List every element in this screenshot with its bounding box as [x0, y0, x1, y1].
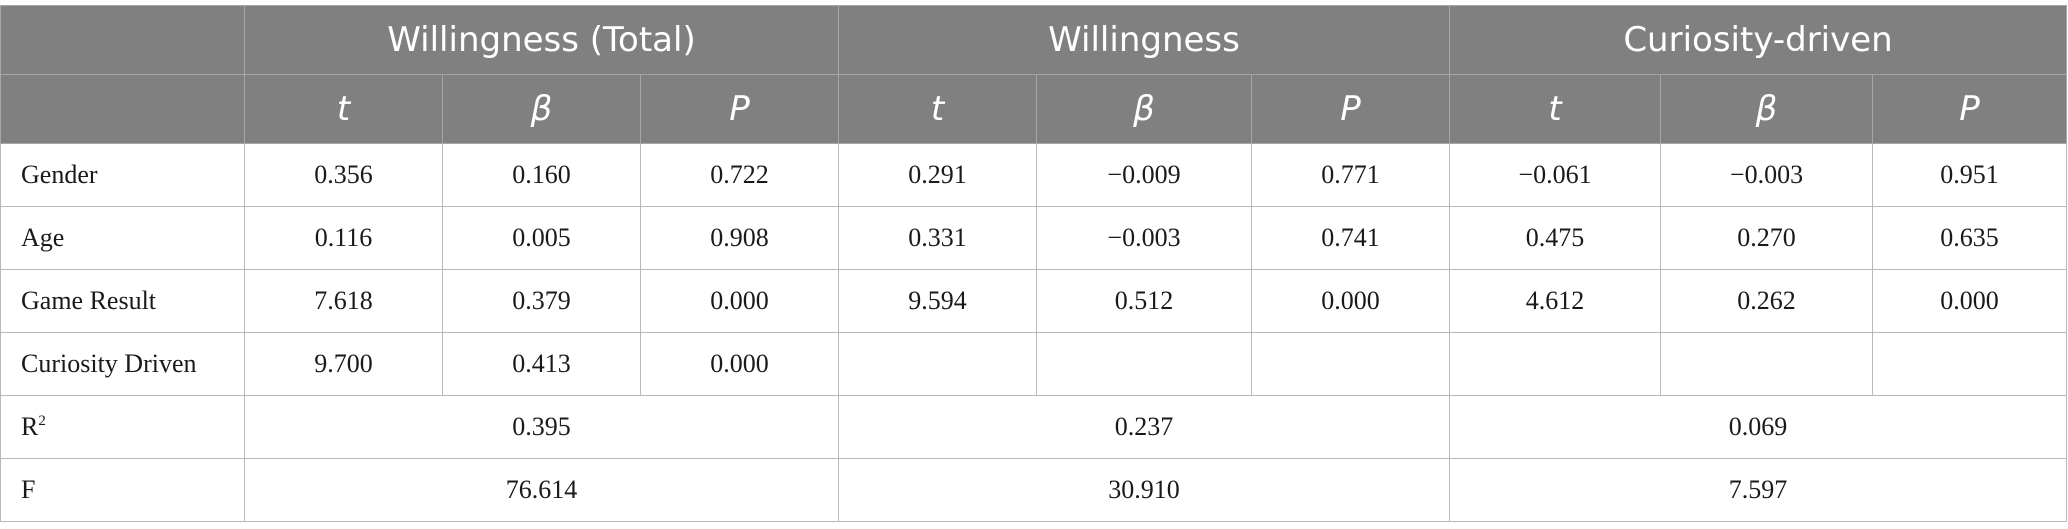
row-label-f: F: [0, 458, 245, 522]
cell: 0.160: [442, 143, 641, 207]
cell: 0.908: [640, 206, 839, 270]
subheader-beta: β: [442, 74, 641, 144]
cell: 0.771: [1250, 143, 1451, 207]
cell: −0.003: [1660, 143, 1874, 207]
cell: 0.413: [442, 332, 641, 396]
cell: −0.009: [1036, 143, 1252, 207]
subheader-t: t: [244, 74, 443, 144]
cell: 0.635: [1872, 206, 2068, 270]
row-label: Gender: [0, 143, 245, 207]
r-squared-label: R: [21, 412, 39, 441]
subheader-beta: β: [1660, 74, 1874, 144]
cell: 0.741: [1250, 206, 1451, 270]
r-squared-willingness-total: 0.395: [244, 395, 839, 459]
cell: 0.722: [640, 143, 839, 207]
cell: [838, 332, 1037, 396]
r-squared-row: R2 0.395 0.237 0.069: [0, 395, 2068, 459]
f-willingness-total: 76.614: [244, 458, 839, 522]
row-label: Curiosity Driven: [0, 332, 245, 396]
group-header-row: Willingness (Total) Willingness Curiosit…: [0, 5, 2068, 75]
cell: −0.061: [1449, 143, 1662, 207]
group-header-curiosity-driven: Curiosity-driven: [1449, 5, 2068, 75]
r-squared-superscript: 2: [38, 413, 46, 429]
subheader-row: t β P t β P t β P: [0, 74, 2068, 144]
subheader-t: t: [1449, 74, 1662, 144]
f-willingness: 30.910: [837, 458, 1451, 522]
cell: 0.262: [1660, 269, 1874, 333]
cell: 0.331: [838, 206, 1037, 270]
cell: 7.618: [244, 269, 443, 333]
cell: −0.003: [1036, 206, 1252, 270]
cell: 0.116: [244, 206, 443, 270]
cell: 0.000: [640, 269, 839, 333]
f-curiosity-driven: 7.597: [1449, 458, 2068, 522]
cell: 0.000: [1250, 269, 1451, 333]
cell: 4.612: [1449, 269, 1662, 333]
cell: [1660, 332, 1874, 396]
cell: 9.700: [244, 332, 443, 396]
cell: 0.291: [838, 143, 1037, 207]
cell: 0.379: [442, 269, 641, 333]
subheader-p: P: [640, 74, 839, 144]
cell: 0.270: [1660, 206, 1874, 270]
row-label: Age: [0, 206, 245, 270]
cell: 0.000: [1872, 269, 2068, 333]
subheader-p: P: [1250, 74, 1451, 144]
f-row: F 76.614 30.910 7.597: [0, 458, 2068, 522]
group-header-willingness-total: Willingness (Total): [244, 5, 839, 75]
subheader-t: t: [838, 74, 1037, 144]
row-label-r-squared: R2: [0, 395, 245, 459]
cell: 0.005: [442, 206, 641, 270]
table-row: Game Result 7.618 0.379 0.000 9.594 0.51…: [0, 269, 2068, 333]
subheader-p: P: [1872, 74, 2068, 144]
cell: 0.475: [1449, 206, 1662, 270]
cell: 9.594: [838, 269, 1037, 333]
table-row: Age 0.116 0.005 0.908 0.331 −0.003 0.741…: [0, 206, 2068, 270]
table-row: Curiosity Driven 9.700 0.413 0.000: [0, 332, 2068, 396]
corner-cell: [0, 74, 245, 144]
cell: 0.512: [1036, 269, 1252, 333]
table-row: Gender 0.356 0.160 0.722 0.291 −0.009 0.…: [0, 143, 2068, 207]
cell: [1250, 332, 1451, 396]
cell: 0.951: [1872, 143, 2068, 207]
row-label: Game Result: [0, 269, 245, 333]
group-header-willingness: Willingness: [837, 5, 1451, 75]
cell: [1449, 332, 1662, 396]
cell: [1036, 332, 1252, 396]
cell: [1872, 332, 2068, 396]
cell: 0.000: [640, 332, 839, 396]
corner-cell: [0, 5, 245, 75]
r-squared-willingness: 0.237: [837, 395, 1451, 459]
subheader-beta: β: [1036, 74, 1252, 144]
r-squared-curiosity-driven: 0.069: [1449, 395, 2068, 459]
cell: 0.356: [244, 143, 443, 207]
regression-table: Willingness (Total) Willingness Curiosit…: [0, 5, 2068, 522]
